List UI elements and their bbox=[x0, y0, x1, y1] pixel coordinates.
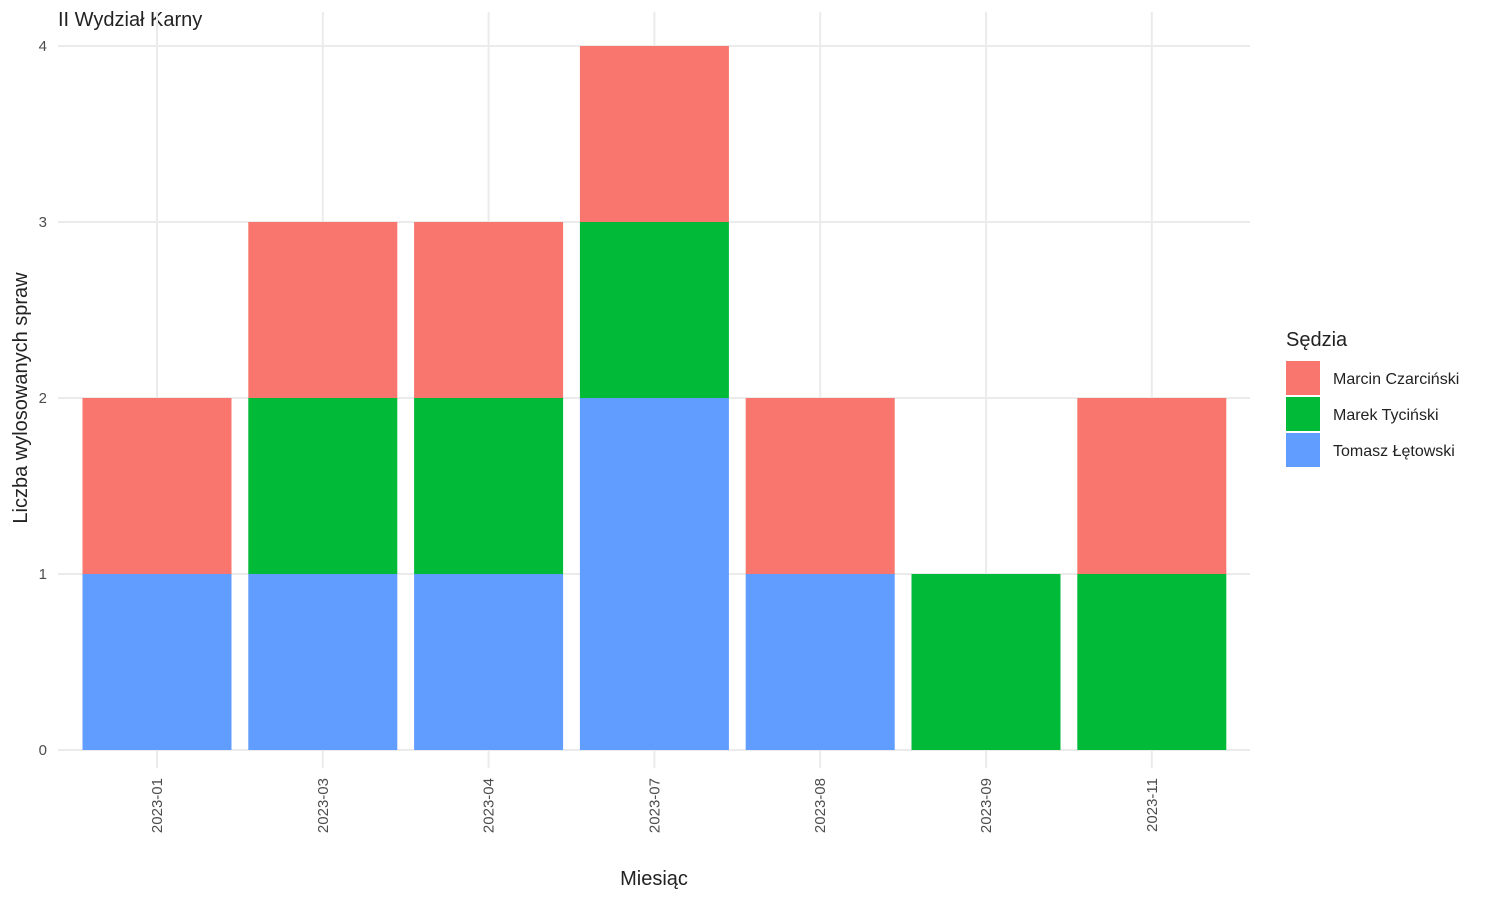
bars bbox=[82, 46, 1227, 750]
legend-label: Marek Tyciński bbox=[1333, 407, 1439, 424]
y-tick-label: 2 bbox=[39, 390, 47, 407]
y-tick-label: 0 bbox=[39, 742, 47, 759]
bar-segment bbox=[1077, 574, 1227, 750]
x-tick-label: 2023-07 bbox=[646, 778, 663, 833]
x-tick-label: 2023-08 bbox=[812, 778, 829, 833]
legend-swatch bbox=[1286, 361, 1320, 395]
x-tick-label: 2023-04 bbox=[481, 778, 498, 833]
y-axis-label: Liczba wylosowanych spraw bbox=[10, 272, 32, 524]
x-tick-label: 2023-09 bbox=[978, 778, 995, 833]
bar-segment bbox=[414, 222, 564, 398]
legend: Sędzia Marcin Czarciński Marek Tyciński To… bbox=[1286, 329, 1459, 467]
bar-segment bbox=[745, 398, 895, 574]
legend-label: Marcin Czarciński bbox=[1333, 371, 1459, 388]
legend-swatch bbox=[1286, 433, 1320, 467]
bar-segment bbox=[579, 46, 729, 222]
legend-label: Tomasz Łętowski bbox=[1333, 443, 1455, 460]
bar-segment bbox=[82, 574, 232, 750]
bar-segment bbox=[414, 398, 564, 574]
y-tick-label: 1 bbox=[39, 566, 47, 583]
legend-items: Marcin Czarciński Marek Tyciński Tomasz Łę… bbox=[1286, 361, 1459, 467]
bar-segment bbox=[248, 574, 398, 750]
bar-segment bbox=[414, 574, 564, 750]
x-tick-label: 2023-11 bbox=[1144, 778, 1161, 832]
y-tick-label: 3 bbox=[39, 214, 47, 231]
bar-segment bbox=[745, 574, 895, 750]
legend-title: Sędzia bbox=[1286, 329, 1348, 351]
x-axis-ticks: 2023-01 2023-03 2023-04 2023-07 2023-08 2023-… bbox=[149, 778, 1161, 833]
bar-segment bbox=[248, 222, 398, 398]
chart-title: II Wydział Karny bbox=[58, 9, 202, 31]
bar-segment bbox=[248, 398, 398, 574]
bar-segment bbox=[1077, 398, 1227, 574]
y-tick-label: 4 bbox=[39, 38, 47, 55]
legend-swatch bbox=[1286, 397, 1320, 431]
bar-segment bbox=[911, 574, 1061, 750]
x-axis-label: Miesiąc bbox=[620, 868, 688, 890]
bar-segment bbox=[579, 222, 729, 398]
bar-segment bbox=[82, 398, 232, 574]
x-tick-label: 2023-01 bbox=[149, 778, 166, 833]
x-tick-label: 2023-03 bbox=[315, 778, 332, 833]
bar-segment bbox=[579, 398, 729, 750]
y-axis-ticks: 0 1 2 3 4 bbox=[39, 38, 47, 759]
